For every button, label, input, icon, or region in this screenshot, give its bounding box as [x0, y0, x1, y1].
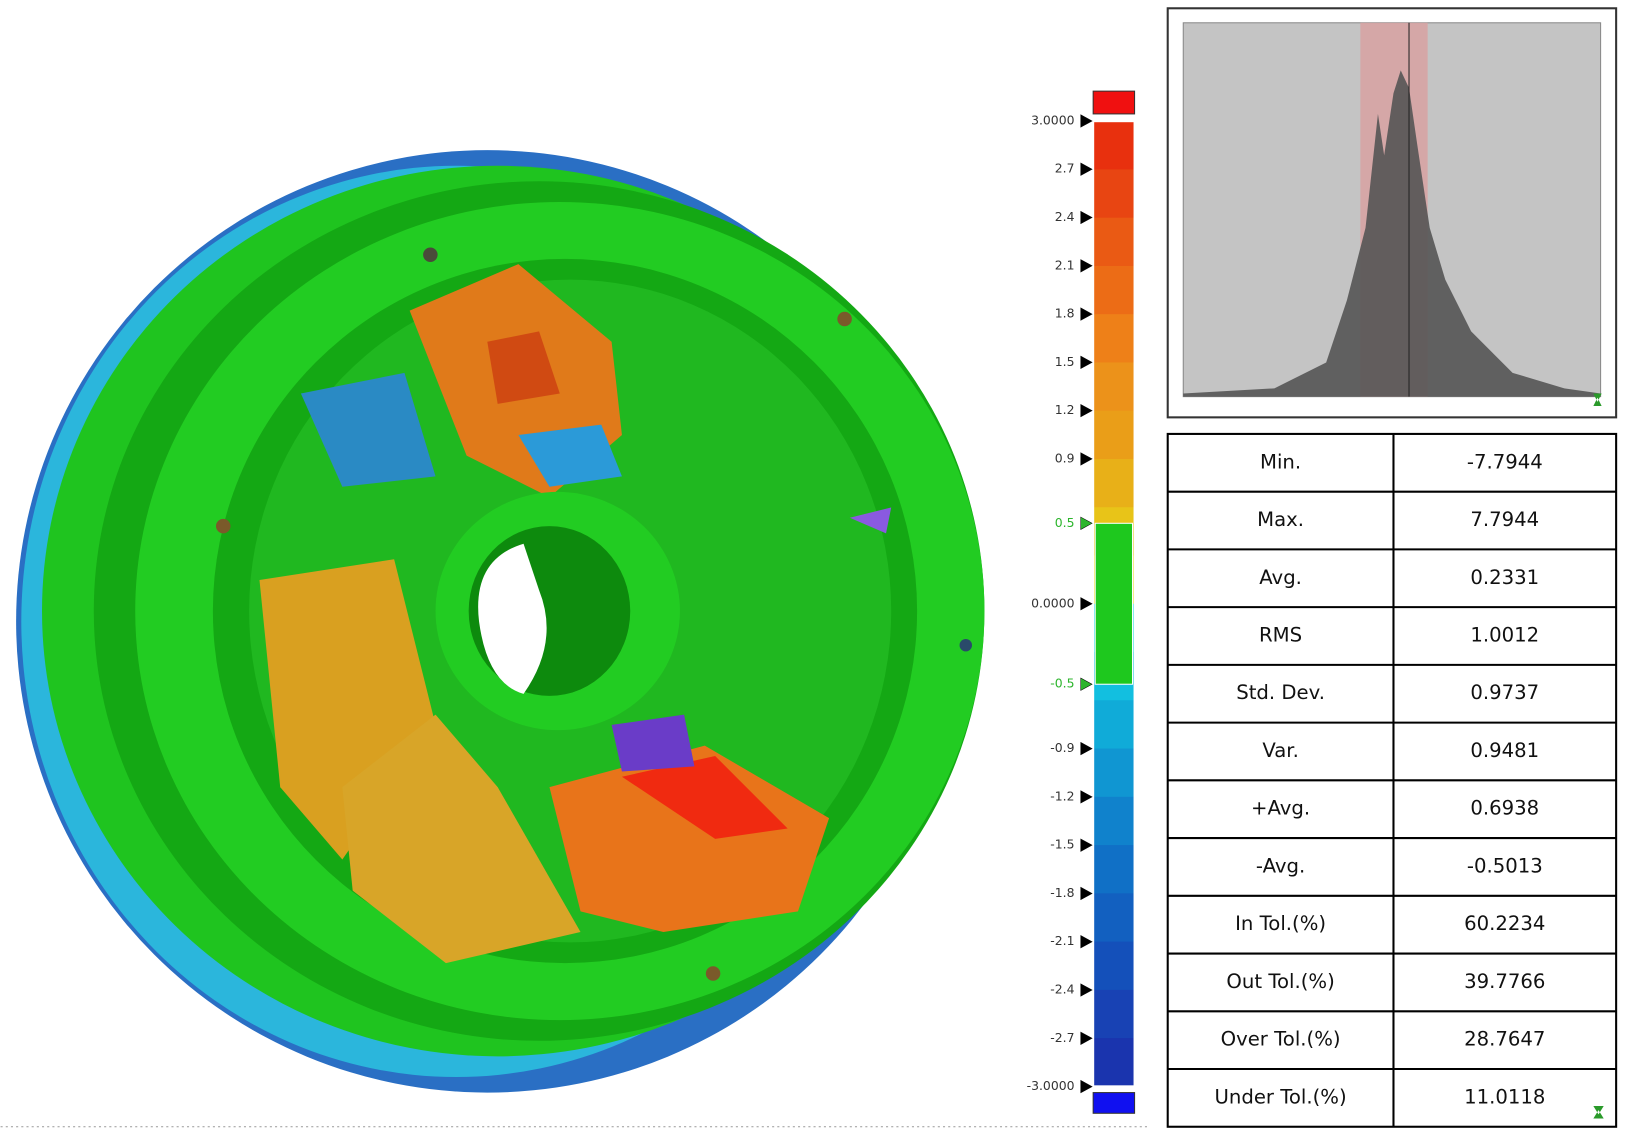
tick-marker[interactable]: [1080, 935, 1093, 949]
stat-label: -Avg.: [1256, 854, 1305, 877]
color-band: [1093, 989, 1135, 1039]
color-band: [1093, 410, 1135, 460]
tick-marker[interactable]: [1080, 452, 1093, 466]
tick-marker[interactable]: [1080, 838, 1093, 852]
tick-label: -1.2: [1050, 788, 1074, 803]
stat-label: Under Tol.(%): [1215, 1085, 1347, 1108]
tick-marker[interactable]: [1080, 210, 1093, 225]
stat-label: RMS: [1259, 623, 1302, 646]
color-band: [1093, 169, 1135, 219]
tick-label: 1.8: [1055, 306, 1075, 321]
tick-label: 2.7: [1055, 161, 1075, 176]
tick-label: -0.9: [1050, 740, 1074, 755]
tick-label: 0.9: [1055, 450, 1075, 465]
color-band: [1093, 314, 1135, 363]
tick-marker[interactable]: [1080, 403, 1093, 418]
color-band: [1093, 121, 1135, 170]
color-band: [1093, 893, 1135, 943]
color-band: [1093, 265, 1135, 315]
tick-label: -1.8: [1050, 885, 1074, 900]
stat-label: Out Tol.(%): [1226, 970, 1334, 993]
stat-label: Min.: [1260, 450, 1301, 473]
color-band: [1093, 458, 1135, 508]
stat-label: Std. Dev.: [1236, 681, 1325, 704]
tick-marker[interactable]: [1080, 790, 1093, 804]
tick-label: -2.7: [1050, 1030, 1074, 1045]
stat-value: 0.9737: [1470, 681, 1539, 704]
stat-label: +Avg.: [1251, 797, 1310, 820]
stat-label: Max.: [1257, 508, 1304, 531]
color-band: [1093, 845, 1135, 894]
stat-value: 7.7944: [1470, 508, 1539, 531]
tick-label: 1.5: [1055, 354, 1075, 369]
tick-label: -2.4: [1050, 982, 1074, 997]
stat-label: Over Tol.(%): [1221, 1028, 1341, 1051]
tick-label: -2.1: [1050, 933, 1074, 948]
stats-table: Min. -7.7944 Max. 7.7944 Avg. 0.2331 RMS 1.0012…: [1166, 432, 1618, 1128]
tick-label: 2.4: [1055, 209, 1075, 224]
color-band: [1093, 796, 1135, 846]
color-bar: 3.0000 2.7 2.4 2.1 1.8 1.5 1.2 0.9 0.5 0.0000 -0.5…: [1027, 90, 1136, 1114]
tick-marker[interactable]: [1080, 355, 1093, 370]
stat-value: 39.7766: [1464, 970, 1545, 993]
tick-marker[interactable]: [1080, 1031, 1093, 1045]
tick-marker[interactable]: [1080, 307, 1093, 321]
tick-label: 1.2: [1055, 402, 1075, 417]
color-band: [1093, 748, 1135, 798]
tick-marker[interactable]: [1080, 886, 1093, 901]
tick-label: 3.0000: [1031, 112, 1075, 127]
stat-label: Var.: [1262, 739, 1299, 762]
under-color: [1092, 1092, 1136, 1114]
tick-label: -1.5: [1050, 837, 1074, 852]
tick-marker[interactable]: [1080, 677, 1093, 691]
stat-value: 0.6938: [1470, 797, 1539, 820]
tick-marker[interactable]: [1080, 741, 1093, 756]
stat-label: In Tol.(%): [1235, 912, 1326, 935]
stat-value: -0.5013: [1467, 854, 1543, 877]
tick-label: 0.5: [1055, 515, 1075, 530]
tick-label: -0.5: [1050, 676, 1074, 691]
stat-value: 1.0012: [1470, 623, 1539, 646]
color-band: [1093, 700, 1135, 750]
tick-marker[interactable]: [1080, 1079, 1093, 1094]
color-bar-outline: [1092, 120, 1136, 1088]
tick-marker[interactable]: [1080, 597, 1093, 611]
stat-value: 28.7647: [1464, 1028, 1545, 1051]
histogram-panel: [1166, 7, 1618, 419]
stat-value: 0.2331: [1470, 566, 1539, 589]
tick-label: 2.1: [1055, 257, 1075, 272]
deviation-model: [16, 150, 985, 1093]
tick-label: 0.0000: [1031, 595, 1075, 610]
tick-marker[interactable]: [1080, 983, 1093, 997]
stat-label: Avg.: [1259, 566, 1302, 589]
color-band: [1093, 362, 1135, 412]
refresh-icon[interactable]: [1593, 1106, 1604, 1119]
tick-marker[interactable]: [1080, 114, 1093, 128]
color-band: [1093, 1038, 1135, 1087]
stat-value: 60.2234: [1464, 912, 1545, 935]
tick-marker[interactable]: [1080, 516, 1093, 530]
over-color: [1092, 90, 1136, 115]
tick-marker[interactable]: [1080, 259, 1093, 273]
tolerance-band: [1094, 522, 1134, 685]
color-band: [1093, 217, 1135, 267]
tick-marker[interactable]: [1080, 162, 1093, 176]
stat-value: 0.9481: [1470, 739, 1539, 762]
tick-label: -3.0000: [1027, 1078, 1075, 1093]
color-band: [1093, 941, 1135, 991]
stat-value: -7.7944: [1467, 450, 1543, 473]
stat-value: 11.0118: [1464, 1085, 1545, 1108]
